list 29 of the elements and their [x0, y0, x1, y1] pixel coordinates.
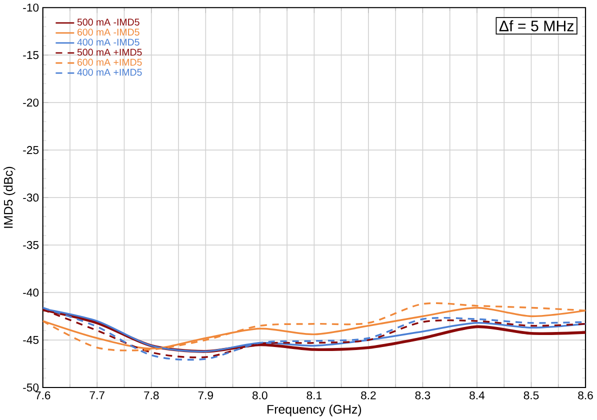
y-tick-label: -30: [23, 194, 39, 202]
y-tick-label: -40: [23, 288, 39, 297]
x-tick-label: 8.4: [470, 391, 485, 400]
x-tick-label: 8.1: [306, 391, 322, 400]
x-tick-label: 7.9: [198, 391, 213, 400]
legend-label: 500 mA -IMD5: [77, 18, 140, 26]
legend-label: 600 mA +IMD5: [78, 58, 142, 66]
y-tick-label: -10: [23, 4, 39, 12]
x-tick-label: 8.5: [524, 391, 539, 400]
y-tick-label: -45: [23, 336, 39, 344]
legend-label: 600 mA -IMD5: [78, 28, 140, 36]
x-tick-label: 8.2: [361, 391, 376, 400]
x-tick-label: 8.0: [252, 391, 268, 400]
x-tick-label: 8.6: [578, 391, 593, 400]
legend-label: 400 mA +IMD5: [77, 68, 142, 76]
y-axis-title: IMD5 (dBc): [4, 166, 16, 228]
x-tick-label: 8.3: [415, 391, 430, 400]
y-tick-label: -20: [23, 98, 39, 107]
x-tick-label: 7.8: [144, 391, 159, 400]
x-tick-label: 7.6: [36, 391, 50, 400]
x-tick-label: 7.7: [90, 391, 104, 400]
y-tick-label: -25: [23, 146, 39, 154]
legend-label: 400 mA -IMD5: [77, 38, 140, 46]
annotation: Δf = 5 MHz: [499, 20, 574, 32]
y-tick-label: -50: [23, 384, 39, 392]
legend-label: 500 mA +IMD5: [77, 48, 142, 56]
x-axis-title: Frequency (GHz): [268, 404, 362, 416]
y-tick-label: -35: [23, 241, 39, 250]
y-tick-label: -15: [23, 51, 39, 60]
